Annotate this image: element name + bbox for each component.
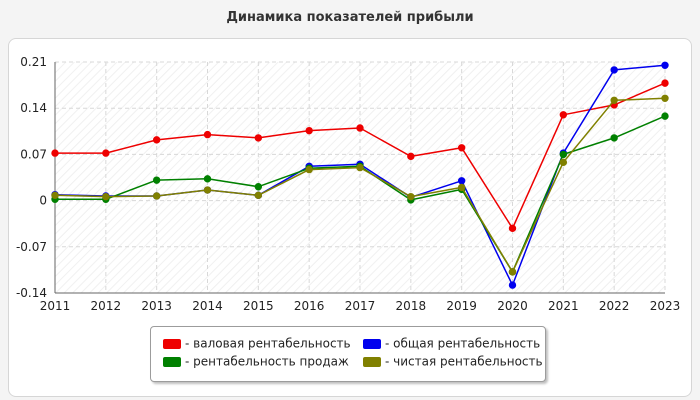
x-tick-label: 2020	[497, 299, 528, 313]
data-point	[356, 124, 364, 132]
data-point	[610, 134, 618, 142]
data-point	[305, 126, 313, 135]
data-point	[254, 183, 263, 191]
legend-item-sales: - рентабельность продаж	[163, 353, 349, 369]
data-point	[457, 183, 466, 192]
data-point	[254, 191, 263, 200]
legend-swatch-net	[363, 356, 381, 367]
x-tick-label: 2019	[446, 299, 477, 313]
data-point	[152, 192, 161, 200]
legend: - валовая рентабельность - общая рентабе…	[150, 326, 546, 382]
x-tick-label: 2014	[192, 299, 223, 313]
x-tick-label: 2023	[650, 299, 681, 313]
legend-label-sales: - рентабельность продаж	[185, 354, 349, 369]
data-point	[51, 149, 59, 157]
data-point	[254, 134, 263, 142]
data-point	[661, 61, 669, 70]
y-tick-label: 0.21	[20, 55, 47, 69]
legend-swatch-total	[363, 338, 381, 349]
data-point	[559, 158, 568, 167]
y-tick-label: -0.14	[16, 286, 47, 300]
y-tick-label: -0.07	[16, 240, 47, 254]
data-point	[610, 96, 618, 104]
data-point	[356, 163, 364, 172]
data-point	[508, 268, 517, 276]
data-point	[508, 281, 517, 289]
x-tick-label: 2012	[91, 299, 122, 313]
data-point	[203, 130, 212, 139]
chart-title: Динамика показателей прибыли	[226, 10, 474, 25]
x-tick-label: 2011	[40, 299, 71, 313]
y-tick-label: 0.07	[20, 147, 47, 161]
data-point	[152, 136, 161, 144]
x-tick-label: 2021	[548, 299, 579, 313]
data-point	[203, 186, 212, 194]
data-point	[407, 152, 415, 161]
data-point	[407, 192, 415, 201]
data-point	[152, 176, 161, 184]
data-point	[102, 149, 110, 157]
legend-item-gross: - валовая рентабельность	[163, 335, 351, 351]
x-tick-label: 2017	[345, 299, 376, 313]
data-point	[102, 192, 110, 201]
data-point	[305, 165, 313, 174]
data-point	[661, 112, 669, 120]
data-point	[51, 191, 59, 200]
x-tick-label: 2015	[243, 299, 274, 313]
data-point	[457, 177, 466, 185]
data-point	[661, 79, 669, 87]
x-tick-label: 2013	[141, 299, 172, 313]
data-point	[559, 111, 568, 119]
x-tick-label: 2018	[396, 299, 427, 313]
legend-swatch-sales	[163, 356, 181, 367]
x-tick-label: 2016	[294, 299, 325, 313]
data-point	[559, 150, 568, 159]
legend-label-net: - чистая рентабельность	[385, 354, 543, 369]
legend-label-total: - общая рентабельность	[385, 336, 541, 351]
y-tick-label: 0.14	[20, 101, 47, 115]
data-point	[661, 94, 669, 103]
data-point	[457, 144, 466, 152]
data-point	[610, 66, 618, 74]
data-point	[508, 224, 517, 233]
data-point	[203, 175, 212, 183]
legend-label-gross: - валовая рентабельность	[185, 336, 351, 351]
legend-item-net: - чистая рентабельность	[363, 353, 543, 369]
legend-swatch-gross	[163, 338, 181, 349]
legend-item-total: - общая рентабельность	[363, 335, 540, 351]
x-tick-label: 2022	[599, 299, 630, 313]
y-tick-label: 0	[39, 194, 47, 208]
